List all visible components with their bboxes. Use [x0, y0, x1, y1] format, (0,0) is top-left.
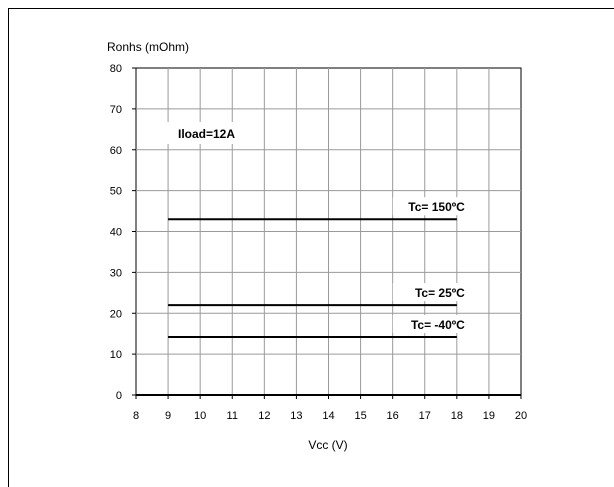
annotation-background: [166, 122, 261, 144]
x-tick-label: 13: [290, 410, 302, 422]
grid: [136, 68, 521, 395]
series-label: Tc= 25ºC: [415, 286, 465, 300]
annotation-iload: Iload=12A: [178, 127, 235, 141]
series-label: Tc= 150ºC: [408, 200, 465, 214]
x-tick-label: 9: [165, 410, 171, 422]
x-tick-label: 12: [258, 410, 270, 422]
series-label: Tc= -40ºC: [411, 318, 465, 332]
x-tick-label: 8: [133, 410, 139, 422]
x-tick-label: 16: [387, 410, 399, 422]
x-tick-label: 20: [515, 410, 527, 422]
y-axis-title: Ronhs (mOhm): [107, 40, 189, 54]
y-tick-label: 20: [110, 308, 122, 320]
series-label-background: [392, 314, 471, 333]
x-axis-title: Vcc (V): [308, 438, 347, 452]
y-tick-label: 40: [110, 227, 122, 239]
series-group: Tc= 150ºC Tc= 25ºC Tc= -40ºC: [168, 197, 471, 338]
x-tick-label: 14: [322, 410, 334, 422]
x-tick-label: 19: [483, 410, 495, 422]
x-tick-label: 10: [194, 410, 206, 422]
y-tick-label: 0: [116, 390, 122, 402]
y-axis-ticks: 0 10 20 30 40 50 60 70 80: [110, 63, 136, 402]
series-label-background: [392, 283, 471, 302]
x-axis-ticks: 8 9 10 11 12 13 14 15 16 17 18 19 20: [133, 394, 527, 422]
series-label-background: [392, 197, 471, 216]
y-tick-label: 70: [110, 104, 122, 116]
x-tick-label: 18: [451, 410, 463, 422]
x-tick-label: 11: [227, 410, 238, 422]
x-tick-label: 17: [419, 410, 431, 422]
y-tick-label: 10: [110, 349, 122, 361]
chart-frame: [8, 8, 614, 487]
y-tick-label: 80: [110, 63, 122, 75]
y-tick-label: 60: [110, 145, 122, 157]
y-tick-label: 50: [110, 186, 122, 198]
x-tick-label: 15: [354, 410, 366, 422]
y-tick-label: 30: [110, 267, 122, 279]
